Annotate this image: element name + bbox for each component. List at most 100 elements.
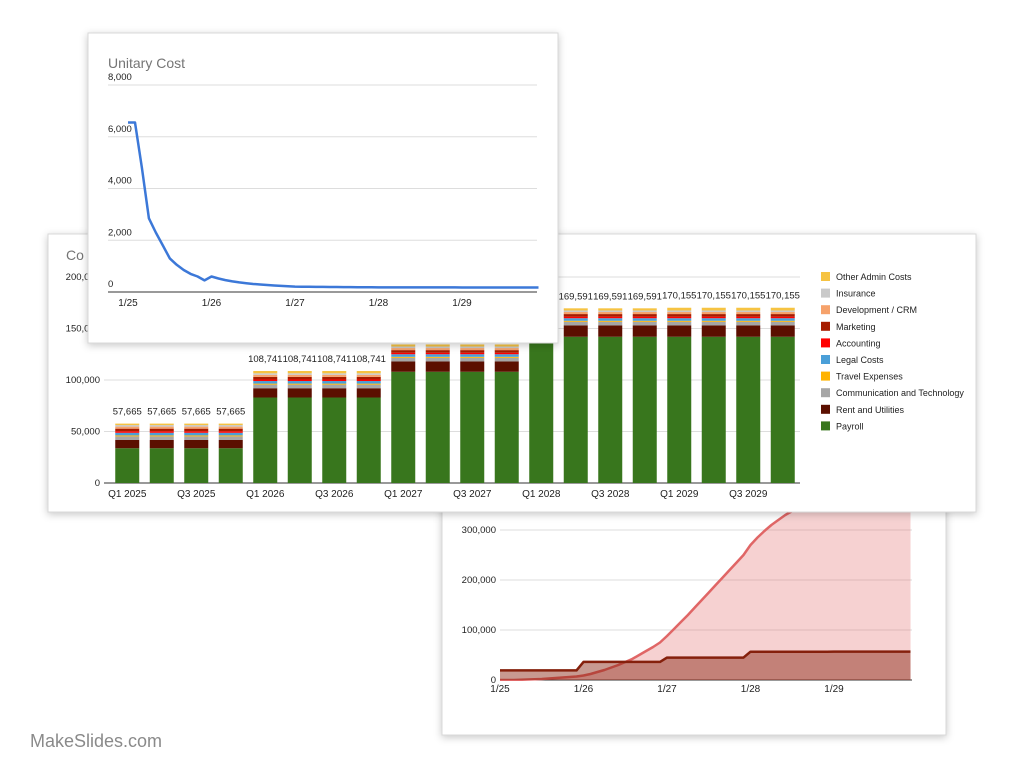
legend-label: Payroll (836, 421, 864, 431)
bar-segment (322, 373, 347, 375)
bar-segment (598, 316, 623, 319)
bar-segment (184, 425, 209, 427)
value-label: 169,591 (593, 291, 627, 302)
bar-segment (736, 321, 761, 326)
bar-segment (736, 336, 761, 483)
bar-segment (425, 348, 450, 351)
bar-segment (425, 361, 450, 372)
bar-segment (218, 428, 243, 432)
bar-segment (287, 379, 312, 382)
bar-segment (770, 325, 795, 337)
line (128, 121, 539, 289)
bar-segment (115, 428, 140, 432)
y-tick-label: 6,000 (108, 124, 132, 135)
bar-segment (494, 350, 519, 353)
bar-segment (391, 354, 416, 357)
bar-segment (701, 318, 726, 321)
bar-segment (598, 312, 623, 315)
y-tick-label: 200,000 (66, 272, 100, 283)
bar-segment (322, 379, 347, 382)
bar-segment (736, 325, 761, 337)
bar-segment (667, 316, 692, 319)
bar-segment (149, 436, 174, 440)
bar-segment (425, 357, 450, 362)
bar-segment (667, 310, 692, 313)
area-fill (500, 480, 911, 680)
y-tick-label: 2,000 (108, 227, 132, 238)
bar-segment (770, 316, 795, 319)
bar-segment (460, 350, 485, 353)
bar-segment (391, 371, 416, 483)
legend-swatch (821, 421, 830, 431)
bar-segment (149, 428, 174, 432)
value-label: 108,741 (352, 354, 386, 365)
bar-segment (356, 370, 381, 374)
bar-segment (736, 314, 761, 317)
bar-segment (184, 439, 209, 449)
bar-segment (184, 423, 209, 426)
bar-segment (736, 310, 761, 313)
bar-segment (287, 374, 312, 377)
bar-segment (494, 356, 519, 358)
line-card: Unitary Cost 0 2,000 4,000 6,000 8,000 1/25 1/2… (87, 32, 559, 344)
bar-segment (115, 426, 140, 429)
x-tick-label: Q3 2027 (453, 489, 492, 500)
y-tick-label: 8,000 (108, 72, 132, 83)
bar-segment (287, 373, 312, 375)
bar-segment (667, 320, 692, 322)
bar-segment (632, 336, 657, 483)
bar-segment (253, 370, 278, 374)
bar-segment (218, 436, 243, 440)
value-label: 57,665 (182, 407, 211, 418)
bar-segment (322, 381, 347, 384)
bar-segment (218, 432, 243, 436)
bar-segment (667, 314, 692, 317)
bar-segment (494, 352, 519, 355)
legend-label: Legal Costs (836, 355, 884, 365)
bar-segment (218, 448, 243, 483)
legend-swatch (821, 272, 830, 281)
bar-segment (322, 370, 347, 374)
bar-segment (184, 431, 209, 433)
bar-segment (356, 379, 381, 382)
bar-segment (770, 310, 795, 313)
bar-segment (598, 336, 623, 483)
bar-segment (322, 384, 347, 389)
value-label: 169,591 (559, 291, 593, 302)
bar-segment (701, 316, 726, 319)
legend-label: Communication and Technology (836, 388, 964, 398)
bar-segment (494, 361, 519, 372)
value-label: 108,741 (283, 354, 317, 365)
x-tick-label: 1/28 (741, 684, 761, 695)
bar-segment (563, 336, 588, 483)
bar-segment (356, 374, 381, 377)
bar-segment (218, 425, 243, 427)
bar-segment (149, 435, 174, 437)
bar-segment (287, 397, 312, 483)
bar-segment (632, 314, 657, 317)
legend-swatch (821, 321, 830, 331)
bar-segment (598, 321, 623, 326)
bar-segment (770, 307, 795, 311)
bar-segment (598, 318, 623, 321)
card-background (441, 469, 947, 736)
legend-label: Rent and Utilities (836, 405, 905, 415)
bar-segment (356, 373, 381, 375)
bar-segment (701, 336, 726, 483)
bar-segment (563, 308, 588, 311)
bar-segment (494, 344, 519, 347)
bar-segment (322, 376, 347, 380)
bar-segment (287, 384, 312, 389)
y-tick-label: 150,000 (66, 324, 100, 335)
bar-segment (494, 354, 519, 357)
chart-title: Unitary Cost (108, 55, 185, 71)
bar-segment (632, 321, 657, 326)
bar-segment (598, 310, 623, 313)
x-tick-label: Q1 2027 (384, 489, 423, 500)
bar-segment (253, 379, 278, 382)
bar-segment (460, 356, 485, 358)
bar-segment (115, 431, 140, 433)
bar-segment (598, 314, 623, 317)
bar-segment (253, 376, 278, 380)
